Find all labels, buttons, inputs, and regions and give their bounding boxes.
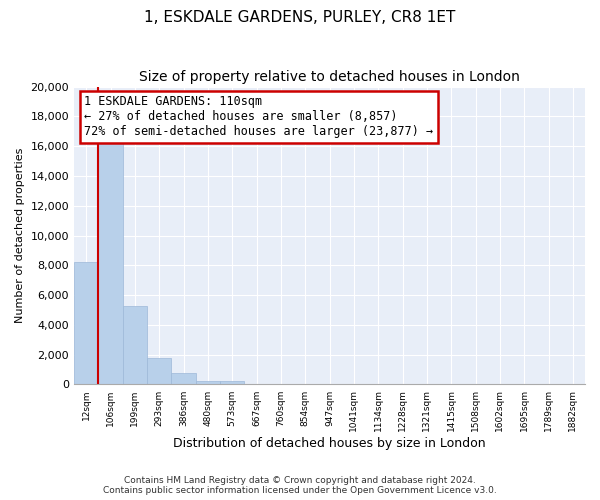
Text: Contains HM Land Registry data © Crown copyright and database right 2024.
Contai: Contains HM Land Registry data © Crown c… xyxy=(103,476,497,495)
Title: Size of property relative to detached houses in London: Size of property relative to detached ho… xyxy=(139,70,520,84)
Bar xyxy=(147,358,172,384)
Text: 1 ESKDALE GARDENS: 110sqm
← 27% of detached houses are smaller (8,857)
72% of se: 1 ESKDALE GARDENS: 110sqm ← 27% of detac… xyxy=(84,96,433,138)
Bar xyxy=(220,382,244,384)
Bar xyxy=(74,262,98,384)
Y-axis label: Number of detached properties: Number of detached properties xyxy=(15,148,25,323)
Text: 1, ESKDALE GARDENS, PURLEY, CR8 1ET: 1, ESKDALE GARDENS, PURLEY, CR8 1ET xyxy=(145,10,455,25)
Bar xyxy=(172,374,196,384)
Bar xyxy=(123,306,147,384)
X-axis label: Distribution of detached houses by size in London: Distribution of detached houses by size … xyxy=(173,437,486,450)
Bar xyxy=(98,137,123,384)
Bar xyxy=(196,380,220,384)
